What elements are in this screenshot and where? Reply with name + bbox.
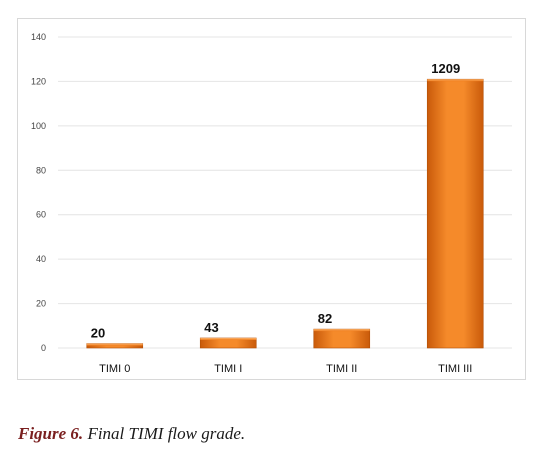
bar-top-highlight — [200, 338, 257, 341]
x-axis-categories: TIMI 0 TIMI I TIMI II TIMI III — [99, 363, 472, 375]
data-label: 20 — [91, 326, 105, 341]
bar-timi-ii — [313, 328, 371, 349]
figure-caption-text: Final TIMI flow grade. — [87, 424, 246, 443]
figure-caption: Figure 6. Final TIMI flow grade. — [18, 424, 538, 444]
bar-top-highlight — [86, 343, 143, 346]
figure-label: Figure 6. — [18, 424, 84, 443]
y-tick-label: 100 — [31, 121, 46, 131]
data-label: 1209 — [431, 61, 460, 76]
bar-top-highlight — [313, 329, 370, 332]
y-axis-ticks: 0 20 40 60 80 100 120 140 — [31, 32, 46, 353]
y-tick-label: 40 — [36, 254, 46, 264]
x-category-label: TIMI III — [438, 363, 472, 375]
x-category-label: TIMI I — [214, 363, 242, 375]
data-label: 82 — [318, 311, 332, 326]
y-tick-label: 120 — [31, 76, 46, 86]
data-labels: 20 43 82 1209 — [91, 61, 460, 340]
x-category-label: TIMI II — [326, 363, 357, 375]
y-tick-label: 140 — [31, 32, 46, 42]
y-tick-label: 0 — [41, 343, 46, 353]
bar-timi-iii — [426, 78, 484, 349]
data-label: 43 — [204, 320, 218, 335]
x-category-label: TIMI 0 — [99, 363, 130, 375]
bars — [86, 78, 484, 349]
y-tick-label: 60 — [36, 210, 46, 220]
bar-top-highlight — [427, 79, 484, 82]
y-tick-label: 20 — [36, 299, 46, 309]
y-tick-label: 80 — [36, 165, 46, 175]
